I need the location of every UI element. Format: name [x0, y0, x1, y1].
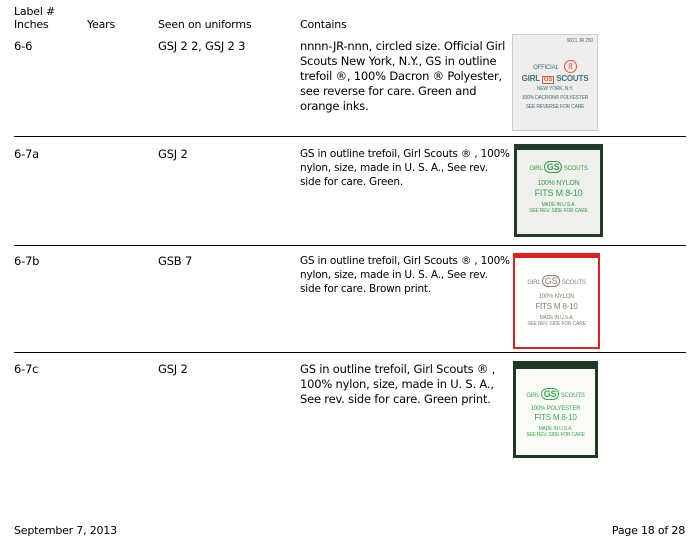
label-image-6-6: 9021 JR 250 OFFICIAL 8 GIRL GS SCOUTS NE…: [512, 34, 598, 131]
seen-on-uniforms: GSB 7: [158, 254, 193, 268]
tag-care: SEE REV. SIDE FOR CARE: [529, 208, 588, 214]
tag-official: OFFICIAL: [533, 65, 559, 71]
label-number: 6-6: [14, 39, 33, 53]
header-years: Years: [87, 18, 116, 31]
row-divider: [14, 245, 686, 246]
trefoil-icon: GS: [541, 76, 555, 84]
tag-girl: GIRL: [527, 280, 541, 286]
tag-fabric: 100% NYLON: [538, 294, 575, 300]
tag-fabric: 100% DACRON® POLYESTER: [521, 95, 589, 101]
header-seen-on-uniforms: Seen on uniforms: [158, 18, 252, 31]
trefoil-icon: GS: [540, 388, 560, 400]
label-image-6-7a: GIRL GS SCOUTS 100% NYLON FITS M 8-10 MA…: [514, 144, 603, 237]
seen-on-uniforms: GSJ 2: [158, 147, 188, 161]
header-inches: Inches: [14, 18, 49, 31]
tag-care: SEE REV. SIDE FOR CARE: [526, 432, 585, 438]
header-contains: Contains: [300, 18, 347, 31]
tag-scouts: SCOUTS: [556, 74, 589, 83]
seen-on-uniforms: GSJ 2: [158, 362, 188, 376]
tag-girl: GIRL: [529, 166, 543, 172]
tag-size: 8: [563, 60, 577, 73]
tag-city: NEW YORK, N.Y.: [536, 86, 574, 92]
label-image-6-7c: GIRL GS SCOUTS 100% POLYESTER FITS M 8-1…: [513, 361, 598, 458]
tag-fabric: 100% POLYESTER: [530, 406, 581, 412]
trefoil-icon: GS: [543, 161, 563, 173]
tag-made: MADE IN U.S.A.: [541, 202, 576, 208]
tag-scouts: SCOUTS: [561, 280, 586, 286]
seen-on-uniforms: GSJ 2 2, GSJ 2 3: [158, 39, 246, 53]
tag-made: MADE IN U.S.A.: [539, 315, 574, 321]
tag-scouts: SCOUTS: [563, 166, 588, 172]
label-image-6-7b: GIRL GS SCOUTS 100% NYLON FITS M 8-10 MA…: [513, 253, 600, 349]
contains-text: GS in outline trefoil, Girl Scouts ® , 1…: [300, 148, 510, 188]
tag-code: 9021 JR 250: [566, 38, 593, 44]
tag-fits: FITS M 8-10: [535, 302, 578, 311]
header-label: Label #: [14, 5, 55, 18]
contains-text: GS in outline trefoil, Girl Scouts ® , 1…: [300, 255, 510, 295]
header-label-inches: Label # Inches: [14, 5, 55, 31]
label-number: 6-7b: [14, 254, 40, 268]
contains-text: GS in outline trefoil, Girl Scouts ® , 1…: [300, 362, 496, 406]
tag-girl: GIRL: [521, 74, 540, 83]
tag-fits: FITS M 8-10: [534, 413, 577, 422]
label-number: 6-7a: [14, 147, 40, 161]
tag-care: SEE REVERSE FOR CARE: [525, 104, 585, 110]
tag-made: MADE IN U.S.A.: [538, 426, 573, 432]
trefoil-icon: GS: [541, 275, 561, 287]
contains-text: nnnn-JR-nnn, circled size. Official Girl…: [300, 39, 506, 113]
row-divider: [14, 136, 686, 137]
tag-girl: GIRL: [526, 393, 540, 399]
tag-scouts: SCOUTS: [560, 393, 585, 399]
tag-care: SEE REV. SIDE FOR CARE: [527, 321, 586, 327]
row-divider: [14, 352, 686, 353]
label-number: 6-7c: [14, 362, 39, 376]
tag-fits: FITS M 8-10: [534, 188, 583, 198]
tag-fabric: 100% NYLON: [537, 180, 580, 187]
footer-page-number: Page 18 of 28: [611, 524, 685, 537]
footer-date: September 7, 2013: [14, 524, 117, 537]
